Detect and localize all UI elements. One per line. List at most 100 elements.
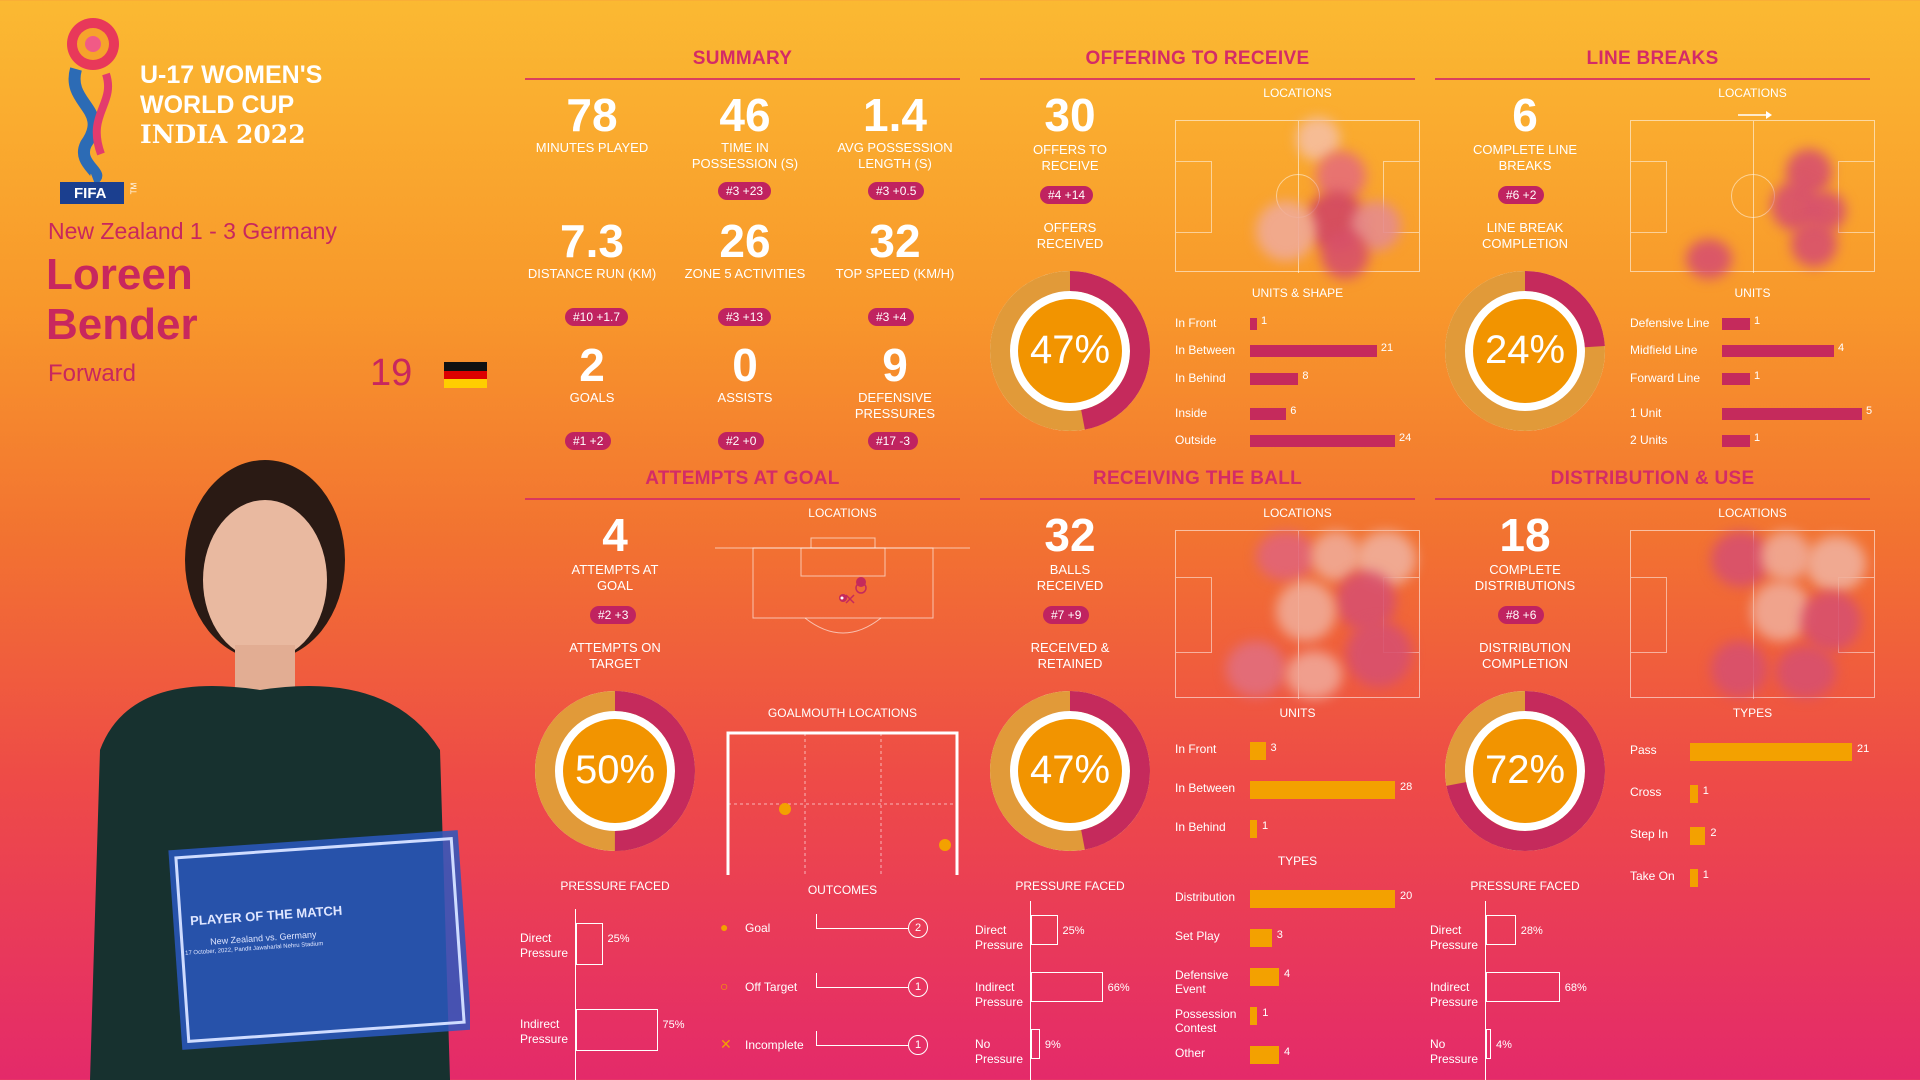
linebreaks-value: 1 (1754, 315, 1761, 327)
distribution-title: DISTRIBUTION & USE (1550, 468, 1755, 489)
distribution-types-bar (1690, 743, 1852, 761)
distribution-pressure-bar (1485, 1029, 1491, 1059)
attempts-pressure-value: 25% (607, 933, 630, 945)
receiving-pressure-label: No Pressure (975, 1037, 1024, 1066)
summary-stat-label: DEFENSIVE PRESSURES (854, 390, 936, 421)
distribution-percent: 72% (1484, 748, 1566, 792)
distribution-types-value: 2 (1710, 827, 1717, 839)
summary-stat-label: AVG POSSESSION LENGTH (s) (837, 140, 953, 171)
receiving-types-value: 4 (1284, 1046, 1291, 1058)
outcomes-title: OUTCOMES (807, 883, 878, 897)
offering-value: 21 (1380, 342, 1394, 354)
summary-stat-rank: #10 +1.7 (565, 308, 629, 326)
linebreaks-label: Midfield Line (1630, 343, 1698, 357)
receiving-types-label: Possession Contest (1175, 1007, 1237, 1035)
summary-stat-label: GOALS (569, 390, 615, 405)
receiving-types-bar (1250, 1007, 1258, 1025)
germany-flag-icon (444, 362, 487, 388)
direction-arrow-icon (1738, 106, 1772, 119)
receiving-title: RECEIVING THE BALL (1092, 468, 1303, 489)
tournament-title: U-17 WOMEN'S WORLD CUP INDIA 2022 (140, 60, 322, 150)
attempts-pressure-bar (575, 1009, 658, 1051)
distribution-types-value: 1 (1702, 869, 1709, 881)
receiving-units-label: In Front (1175, 742, 1217, 756)
attempts-locations-label: LOCATIONS (808, 506, 877, 520)
attempts-percent: 50% (574, 748, 656, 792)
receiving-pressure-title: PRESSURE FACED (1015, 879, 1125, 893)
attempts-pressure-bar (575, 923, 603, 965)
linebreaks-donut (1443, 269, 1607, 433)
player-number: 19 (370, 352, 413, 394)
receiving-percent: 47% (1029, 748, 1111, 792)
receiving-pressure-axis (1030, 901, 1031, 1080)
linebreaks-bar (1722, 435, 1750, 447)
attempts-divider (525, 498, 960, 500)
player-last-name: Bender (46, 300, 198, 349)
goalmouth-label: GOALMOUTH LOCATIONS (767, 706, 918, 720)
linebreak-completion-label: LINE BREAK COMPLETION (1482, 220, 1568, 251)
tournament-line2: WORLD CUP (140, 91, 295, 119)
attempts-donut (533, 689, 697, 853)
summary-stat-rank: #3 +4 (868, 308, 915, 326)
receiving-types-title: TYPES (1277, 854, 1318, 868)
receiving-types-bar (1250, 1046, 1279, 1064)
summary-stat-label: MINUTES PLAYED (535, 140, 649, 155)
summary-stat-label: DISTANCE RUN (KM) (527, 266, 657, 281)
offers-percent: 47% (1029, 328, 1111, 372)
receiving-types-bar (1250, 929, 1272, 947)
receiving-units-value: 3 (1270, 742, 1277, 754)
summary-divider (525, 78, 960, 80)
receiving-types-value: 20 (1400, 890, 1413, 902)
receiving-types-bar (1250, 968, 1279, 986)
summary-stat-rank: #17 -3 (868, 432, 919, 450)
offering-value: 24 (1399, 432, 1412, 444)
offers-donut (988, 269, 1152, 433)
outcome-label: Off Target (745, 980, 798, 994)
receiving-pressure-bar (1030, 915, 1058, 945)
linebreaks-percent: 24% (1484, 328, 1566, 372)
offering-bar (1250, 373, 1299, 385)
distribution-types-label: Cross (1630, 785, 1662, 799)
attempts-on-target-label: ATTEMPTS ON TARGET (569, 640, 661, 671)
offering-value: 1 (1261, 315, 1268, 327)
fifa-logo: FIFA (56, 14, 130, 204)
distribution-pressure-bar (1485, 915, 1516, 945)
receiving-units-bar (1250, 742, 1266, 760)
linebreaks-value: 6 (1512, 89, 1538, 141)
summary-stat-label: TOP SPEED (KM/H) (835, 266, 955, 281)
offering-title: OFFERING TO RECEIVE (1085, 48, 1310, 69)
receiving-units-label: In Behind (1175, 820, 1226, 834)
summary-stat-value: 78 (566, 89, 618, 141)
linebreaks-bar (1722, 345, 1834, 357)
summary-stat-label: ASSISTS (717, 390, 773, 405)
summary-stat-label: TIME IN POSSESSION (s) (691, 140, 799, 171)
offering-bar (1250, 318, 1257, 330)
linebreaks-bar (1722, 373, 1750, 385)
summary-stat-value: 1.4 (863, 89, 927, 141)
receiving-units-bar (1250, 781, 1395, 799)
attempts-value: 4 (602, 509, 628, 561)
incomplete-cross-icon: ✕ (720, 1036, 732, 1052)
linebreaks-label: Forward Line (1630, 371, 1701, 385)
receiving-pressure-value: 66% (1107, 982, 1130, 994)
distribution-locations-label: LOCATIONS (1718, 506, 1787, 520)
outcome-label: Incomplete (745, 1038, 804, 1052)
summary-stat-value: 0 (732, 339, 758, 391)
attempts-label: ATTEMPTS AT GOAL (571, 562, 659, 593)
offers-label: OFFERS TO RECEIVE (1033, 142, 1107, 173)
player-photo (70, 450, 472, 1080)
receiving-rank: #7 +9 (1043, 606, 1090, 624)
linebreaks-locations-label: LOCATIONS (1718, 86, 1787, 100)
linebreaks-label: 1 Unit (1630, 406, 1662, 420)
linebreaks-bar (1722, 318, 1750, 330)
summary-stat-label: ZONE 5 ACTIVITIES (684, 266, 806, 281)
outcome-count: 1 (908, 977, 928, 997)
offering-label: In Between (1175, 343, 1236, 357)
receiving-types-label: Defensive Event (1175, 968, 1229, 996)
distribution-pressure-value: 4% (1496, 1039, 1512, 1051)
distribution-divider (1435, 498, 1870, 500)
distribution-label: COMPLETE DISTRIBUTIONS (1474, 562, 1576, 593)
linebreaks-value: 1 (1754, 370, 1761, 382)
distribution-pressure-label: Direct Pressure (1430, 923, 1479, 952)
distribution-pressure-label: Indirect Pressure (1430, 980, 1479, 1009)
